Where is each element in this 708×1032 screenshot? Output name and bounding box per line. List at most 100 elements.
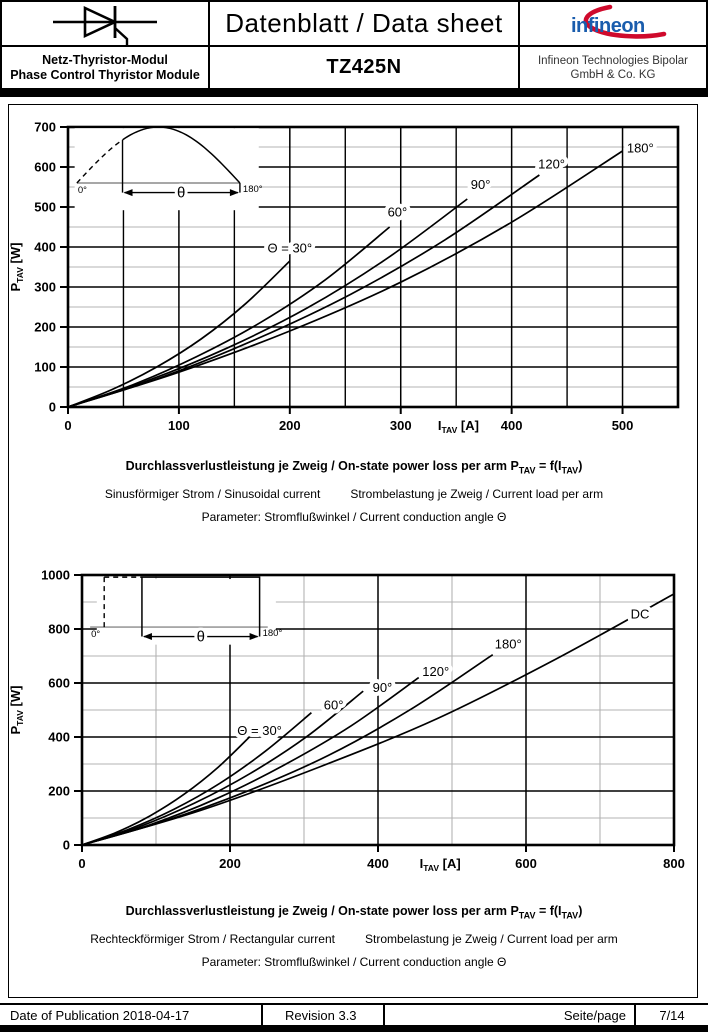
part-number: TZ425N bbox=[326, 56, 402, 78]
curve-label: 60° bbox=[324, 698, 344, 713]
svg-text:800: 800 bbox=[48, 622, 70, 637]
curve-label: Θ = 30° bbox=[268, 240, 313, 255]
inset-180-degree-label: 180° bbox=[263, 628, 283, 639]
svg-text:0: 0 bbox=[78, 856, 85, 871]
svg-text:800: 800 bbox=[663, 856, 685, 871]
product-family-en: Phase Control Thyristor Module bbox=[10, 67, 200, 82]
svg-text:400: 400 bbox=[34, 240, 56, 255]
page-number: 7/14 bbox=[634, 1005, 708, 1025]
curve-label: 120° bbox=[422, 664, 449, 679]
svg-text:700: 700 bbox=[34, 120, 56, 135]
svg-text:500: 500 bbox=[612, 418, 634, 433]
theta-symbol: θ bbox=[197, 629, 205, 646]
curve-180 bbox=[67, 150, 624, 408]
caption-conditions: Sinusförmiger Strom / Sinusoidal current… bbox=[104, 486, 604, 501]
svg-text:1000: 1000 bbox=[41, 568, 70, 583]
thyristor-symbol-cell bbox=[2, 2, 208, 45]
company-name-line1: Infineon Technologies Bipolar bbox=[537, 54, 689, 67]
caption-parameter: Parameter: Stromflußwinkel / Current con… bbox=[201, 509, 507, 524]
plot-border bbox=[66, 125, 680, 409]
svg-text:100: 100 bbox=[168, 418, 190, 433]
inset-180-degree-label: 180° bbox=[243, 184, 263, 195]
theta-symbol: θ bbox=[177, 185, 185, 202]
page-label: Seite/page bbox=[383, 1005, 634, 1025]
curve-label: 60° bbox=[388, 205, 408, 220]
curve-DC bbox=[81, 593, 675, 846]
svg-text:600: 600 bbox=[48, 676, 70, 691]
sine-solid-segment bbox=[122, 126, 241, 184]
inset-background bbox=[96, 579, 276, 645]
caption-parameter: Parameter: Stromflußwinkel / Current con… bbox=[201, 954, 507, 969]
x-axis-title: ITAV [A] bbox=[420, 856, 461, 873]
svg-text:200: 200 bbox=[34, 320, 56, 335]
axes-layer: 0 100 200 300 400 500 0 100 200 300 400 500 600 700 bbox=[34, 120, 633, 434]
curves-layer bbox=[81, 593, 675, 846]
svg-text:200: 200 bbox=[219, 856, 241, 871]
svg-text:300: 300 bbox=[34, 280, 56, 295]
part-number-cell: TZ425N bbox=[208, 45, 518, 88]
curve-90 bbox=[81, 690, 364, 846]
curve-120 bbox=[81, 676, 420, 846]
svg-text:500: 500 bbox=[34, 200, 56, 215]
inset-waveform-diagram: θ 0° 180° bbox=[74, 126, 263, 211]
rect-pulse-outline bbox=[141, 576, 261, 637]
curve-90 bbox=[67, 198, 468, 408]
curve-label: 90° bbox=[373, 680, 393, 695]
caption-conditions: Rechteckförmiger Strom / Rectangular cur… bbox=[90, 931, 618, 946]
svg-text:0: 0 bbox=[49, 400, 56, 415]
curve-label: 180° bbox=[627, 140, 654, 155]
y-axis-title: PTAV [W] bbox=[8, 686, 25, 735]
curve-60 bbox=[81, 712, 312, 846]
svg-text:600: 600 bbox=[515, 856, 537, 871]
datasheet-header: Datenblatt / Data sheet infineon Netz-Th… bbox=[0, 0, 708, 90]
sine-current-power-loss-chart: θ 0° 180° Θ = 30° 60° 90° 120° 180° 0 100 200 300 40… bbox=[8, 120, 680, 435]
page-bottom-bar bbox=[0, 1027, 708, 1032]
logo-wordmark: infineon bbox=[571, 15, 645, 37]
rect-chart-caption: Durchlassverlustleistung je Zweig / On-s… bbox=[0, 903, 708, 970]
x-axis-title: ITAV [A] bbox=[438, 418, 479, 435]
curves-layer bbox=[67, 150, 624, 408]
header-divider-bar bbox=[0, 90, 708, 97]
curve-30 bbox=[81, 733, 253, 846]
sine-chart-caption: Durchlassverlustleistung je Zweig / On-s… bbox=[0, 458, 708, 525]
company-name-line2: GmbH & Co. KG bbox=[570, 68, 656, 81]
caption-title: Durchlassverlustleistung je Zweig / On-s… bbox=[125, 904, 583, 921]
inset-zero-degree-label: 0° bbox=[78, 185, 87, 196]
svg-text:400: 400 bbox=[501, 418, 523, 433]
infineon-logo: infineon bbox=[571, 4, 667, 39]
content-frame bbox=[8, 104, 698, 998]
curve-labels-layer: Θ = 30° 60° 90° 120° 180° bbox=[264, 136, 658, 259]
doc-title: Datenblatt / Data sheet bbox=[225, 8, 503, 38]
thyristor-symbol-icon bbox=[53, 5, 157, 45]
curve-label: 90° bbox=[471, 177, 491, 192]
product-family-de: Netz-Thyristor-Modul bbox=[42, 52, 168, 67]
logo-cell: infineon bbox=[518, 2, 706, 45]
curve-label: 180° bbox=[495, 637, 522, 652]
svg-text:400: 400 bbox=[367, 856, 389, 871]
curve-30 bbox=[67, 260, 291, 408]
publication-date: Date of Publication 2018-04-17 bbox=[10, 1007, 190, 1023]
inset-zero-degree-label: 0° bbox=[91, 629, 100, 640]
datasheet-footer: Date of Publication 2018-04-17 Revision … bbox=[0, 1003, 708, 1027]
curve-label: 120° bbox=[538, 156, 565, 171]
rect-current-power-loss-chart: θ 0° 180° Θ = 30° 60° 90° 120° 180° DC 0 200 400 600… bbox=[8, 568, 685, 874]
inset-background bbox=[74, 128, 259, 211]
curve-label: DC bbox=[631, 606, 650, 621]
gate-lead bbox=[114, 26, 129, 45]
svg-text:400: 400 bbox=[48, 730, 70, 745]
y-axis-title: PTAV [W] bbox=[8, 243, 25, 292]
svg-text:600: 600 bbox=[34, 160, 56, 175]
svg-text:300: 300 bbox=[390, 418, 412, 433]
product-family-cell: Netz-Thyristor-Modul Phase Control Thyri… bbox=[2, 45, 208, 88]
curve-labels-layer: Θ = 30° 60° 90° 120° 180° DC bbox=[233, 602, 653, 742]
caption-title: Durchlassverlustleistung je Zweig / On-s… bbox=[125, 459, 583, 476]
svg-text:0: 0 bbox=[64, 418, 71, 433]
svg-text:100: 100 bbox=[34, 360, 56, 375]
doc-title-cell: Datenblatt / Data sheet bbox=[208, 2, 518, 45]
revision: Revision 3.3 bbox=[261, 1005, 383, 1025]
axes-layer: 0 200 400 600 800 0 200 400 600 800 1000 bbox=[41, 568, 685, 872]
svg-text:0: 0 bbox=[63, 838, 70, 853]
svg-text:200: 200 bbox=[48, 784, 70, 799]
curve-label: Θ = 30° bbox=[237, 723, 282, 738]
